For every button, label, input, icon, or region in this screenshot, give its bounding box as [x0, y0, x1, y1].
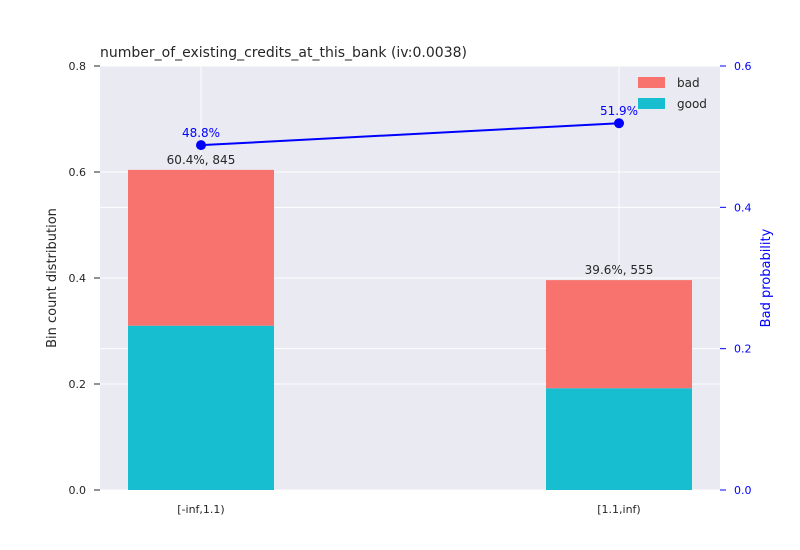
- chart-title: number_of_existing_credits_at_this_bank …: [100, 45, 467, 61]
- x-tick-label: [-inf,1.1): [177, 503, 224, 516]
- y-tick-label: 0.6: [69, 166, 87, 179]
- line-point-label: 51.9%: [600, 104, 638, 118]
- bad-probability-line: 48.8% 51.9%: [182, 104, 638, 151]
- legend-label-bad: bad: [677, 76, 700, 90]
- y-tick-label: 0.8: [69, 60, 87, 73]
- y2-tick-label: 0.6: [734, 60, 752, 73]
- y-tick-label: 0.2: [69, 378, 87, 391]
- bar-bad: [546, 280, 692, 389]
- bar-count-label: 60.4%, 845: [167, 153, 236, 167]
- y-axis-left: 0.0 0.2 0.4 0.6 0.8: [69, 60, 100, 497]
- y2-tick-label: 0.4: [734, 201, 752, 214]
- line-point: [614, 118, 624, 129]
- y-tick-label: 0.4: [69, 272, 87, 285]
- line-point-label: 48.8%: [182, 126, 220, 140]
- bar-count-label: 39.6%, 555: [585, 263, 654, 277]
- bars: 60.4%, 845 39.6%, 555: [128, 153, 692, 490]
- legend-swatch-bad: [638, 77, 665, 88]
- x-axis: [-inf,1.1) [1.1,inf): [177, 503, 640, 516]
- y2-axis-label: Bad probability: [759, 228, 774, 327]
- x-tick-label: [1.1,inf): [597, 503, 640, 516]
- bar-good: [128, 325, 274, 490]
- line-point: [196, 140, 206, 151]
- y2-tick-label: 0.2: [734, 343, 752, 356]
- y-tick-label: 0.0: [69, 484, 87, 497]
- bar-good: [546, 388, 692, 490]
- y-axis-right: 0.0 0.2 0.4 0.6: [720, 60, 752, 497]
- legend: bad good: [638, 76, 707, 111]
- legend-label-good: good: [677, 97, 707, 111]
- line-path: [200, 122, 620, 147]
- y-axis-label: Bin count distribution: [45, 208, 60, 348]
- y2-tick-label: 0.0: [734, 484, 752, 497]
- legend-swatch-good: [638, 98, 665, 109]
- bar-bad: [128, 169, 274, 326]
